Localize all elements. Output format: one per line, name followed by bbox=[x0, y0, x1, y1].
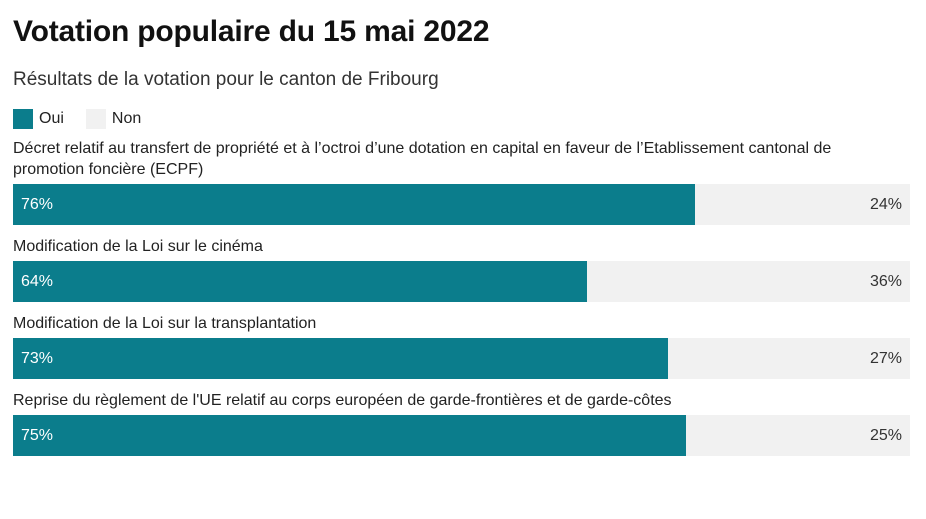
data-label-non: 25% bbox=[869, 427, 902, 444]
legend-swatch-oui bbox=[13, 109, 33, 129]
legend-label-oui: Oui bbox=[39, 110, 64, 127]
data-label-non: 36% bbox=[869, 273, 902, 290]
data-label-oui: 75% bbox=[21, 427, 54, 444]
category-label: Modification de la Loi sur le cinéma bbox=[13, 238, 263, 255]
chart-subtitle: Résultats de la votation pour le canton … bbox=[13, 69, 439, 90]
chart-container: Votation populaire du 15 mai 2022 Résult… bbox=[13, 15, 912, 456]
bar-row: Reprise du règlement de l'UE relatif au … bbox=[13, 390, 912, 456]
legend-item-oui: Oui bbox=[13, 109, 64, 129]
category-label: Reprise du règlement de l'UE relatif au … bbox=[13, 392, 672, 409]
bar-track: 75% 25% bbox=[13, 415, 910, 456]
bar-track: 73% 27% bbox=[13, 338, 910, 379]
bar-track: 76% 24% bbox=[13, 184, 910, 225]
legend-swatch-non bbox=[85, 109, 106, 129]
data-label-oui: 64% bbox=[21, 273, 54, 290]
data-label-oui: 76% bbox=[21, 196, 54, 213]
bar-rows: Décret relatif au transfert de propriété… bbox=[13, 138, 912, 456]
category-label: Modification de la Loi sur la transplant… bbox=[13, 315, 317, 332]
bar-row: Décret relatif au transfert de propriété… bbox=[13, 138, 912, 225]
bar-oui bbox=[13, 261, 588, 302]
bar-oui bbox=[13, 338, 668, 379]
data-label-non: 27% bbox=[869, 350, 902, 367]
bar-oui bbox=[13, 415, 686, 456]
bar-row: Modification de la Loi sur le cinéma 64%… bbox=[13, 236, 912, 302]
legend-item-non: Non bbox=[85, 109, 142, 129]
bar-row: Modification de la Loi sur la transplant… bbox=[13, 313, 912, 379]
category-label: Décret relatif au transfert de propriété… bbox=[13, 140, 832, 178]
chart-title: Votation populaire du 15 mai 2022 bbox=[13, 15, 490, 48]
legend: Oui Non bbox=[13, 108, 912, 130]
data-label-oui: 73% bbox=[21, 350, 54, 367]
legend-label-non: Non bbox=[111, 110, 142, 127]
data-label-non: 24% bbox=[869, 196, 902, 213]
bar-oui bbox=[13, 184, 695, 225]
bar-track: 64% 36% bbox=[13, 261, 910, 302]
